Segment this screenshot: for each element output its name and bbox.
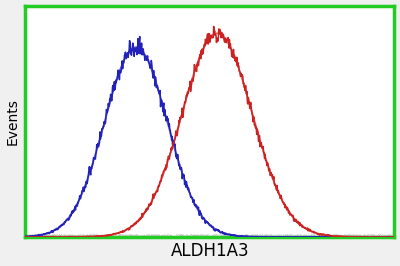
Y-axis label: Events: Events [6,98,20,145]
X-axis label: ALDH1A3: ALDH1A3 [170,242,249,260]
